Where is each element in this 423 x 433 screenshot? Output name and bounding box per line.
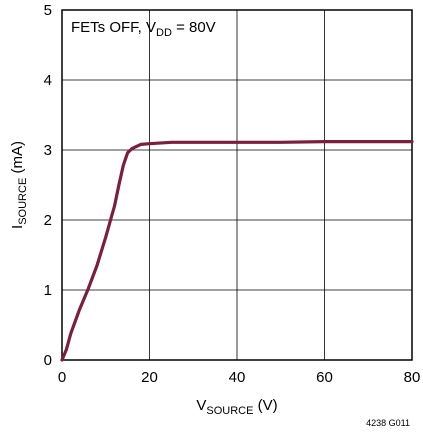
y-tick-label-1: 1: [44, 282, 52, 299]
annotation-prefix: FETs OFF, V: [71, 19, 156, 36]
figure-id-label: 4238 G011: [366, 418, 410, 428]
y-tick-labels: 0 1 2 3 4 5: [44, 2, 52, 369]
x-tick-label-3: 60: [316, 369, 333, 386]
x-axis-title-subscript: SOURCE: [206, 405, 253, 417]
x-tick-label-2: 40: [229, 369, 246, 386]
annotation-label: FETs OFF, VDD = 80V: [71, 19, 216, 39]
series-line-0: [60, 140, 414, 362]
x-tick-label-0: 0: [58, 369, 66, 386]
x-axis-title-main: V: [196, 397, 206, 414]
annotation-subscript: DD: [156, 27, 172, 39]
y-tick-label-2: 2: [44, 212, 52, 229]
grid: [61, 9, 413, 361]
x-tick-labels: 0 20 40 60 80: [58, 369, 421, 386]
y-tick-label-3: 3: [44, 142, 52, 159]
y-tick-label-4: 4: [44, 72, 52, 89]
x-axis-title: VSOURCE (V): [196, 397, 277, 417]
y-axis-title-suffix: (mA): [9, 141, 26, 178]
y-tick-label-0: 0: [44, 352, 52, 369]
y-axis-title: ISOURCE (mA): [9, 141, 29, 229]
y-tick-label-5: 5: [44, 2, 52, 19]
x-tick-label-1: 20: [141, 369, 158, 386]
data-series: [60, 140, 414, 362]
y-axis-title-subscript: SOURCE: [17, 178, 29, 225]
annotation-suffix: = 80V: [172, 19, 216, 36]
plot-frame: [61, 9, 413, 361]
x-axis-title-suffix: (V): [253, 397, 277, 414]
y-axis-title-main: I: [9, 225, 26, 229]
x-tick-label-4: 80: [404, 369, 421, 386]
